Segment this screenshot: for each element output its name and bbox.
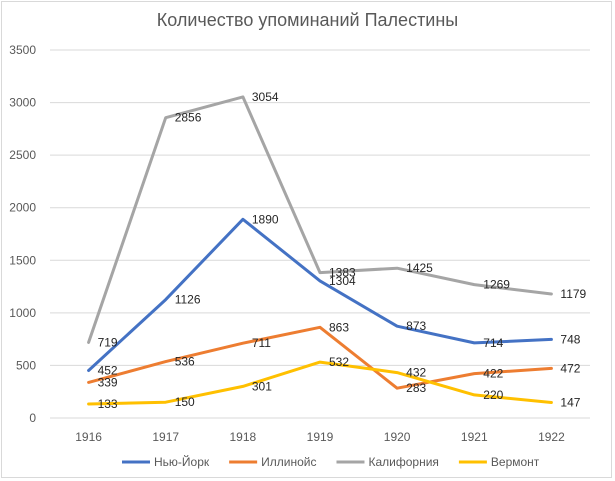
data-label: 1269 [483,278,510,292]
data-label: 133 [98,397,118,411]
y-tick-label: 0 [29,411,36,425]
data-label: 711 [252,336,271,350]
y-axis-ticks: 0 500 1000 1500 2000 2500 3000 3500 [9,43,36,425]
legend-entry: Калифорния [368,455,438,469]
data-label: 220 [483,388,503,402]
legend-entry: Вермонт [491,455,540,469]
legend-entry: Иллинойс [261,455,316,469]
x-axis-ticks: 1916 1917 1918 1919 1920 1921 1922 [75,430,565,444]
data-label: 2856 [175,111,202,125]
chart-title: Количество упоминаний Палестины [156,10,459,30]
series-line-3 [87,95,553,344]
x-tick-label: 1920 [384,430,411,444]
x-tick-label: 1917 [152,430,179,444]
data-label: 422 [483,367,503,381]
x-tick-label: 1921 [461,430,488,444]
x-tick-label: 1922 [538,430,565,444]
data-label: 1179 [560,287,586,301]
data-label: 1304 [329,274,356,288]
data-label: 532 [329,355,349,369]
y-tick-label: 500 [16,358,36,372]
x-tick-label: 1916 [75,430,102,444]
gridlines [50,49,590,419]
data-label: 283 [406,381,426,395]
data-label: 1383 [329,266,356,280]
data-label: 150 [175,395,195,409]
data-label: 472 [560,361,580,375]
data-label: 873 [406,319,426,333]
data-label: 536 [175,355,195,369]
y-tick-label: 1000 [9,306,36,320]
series-lines [87,95,553,406]
data-label: 748 [560,332,580,346]
y-tick-label: 3000 [9,96,36,110]
y-tick-label: 1500 [9,253,36,267]
data-label: 863 [329,320,349,334]
data-label: 339 [98,375,118,389]
data-label: 147 [560,396,580,410]
data-label: 719 [98,335,118,349]
series-line-1 [87,217,553,372]
y-tick-label: 2500 [9,148,36,162]
y-tick-label: 3500 [9,43,36,57]
data-label: 432 [406,366,426,380]
legend: Нью-Йорк Иллинойс Калифорния Вермонт [122,454,540,469]
data-label: 452 [98,363,118,377]
data-label: 1890 [252,212,279,226]
x-tick-label: 1918 [230,430,257,444]
legend-entry: Нью-Йорк [154,454,210,469]
data-label: 1126 [175,293,201,307]
data-label: 3054 [252,90,279,104]
x-tick-label: 1919 [307,430,334,444]
data-label: 1425 [406,261,433,275]
series-line-4 [87,360,553,406]
data-label: 301 [252,379,272,393]
series-line-2 [87,325,553,390]
data-label: 714 [483,336,503,350]
y-tick-label: 2000 [9,201,36,215]
